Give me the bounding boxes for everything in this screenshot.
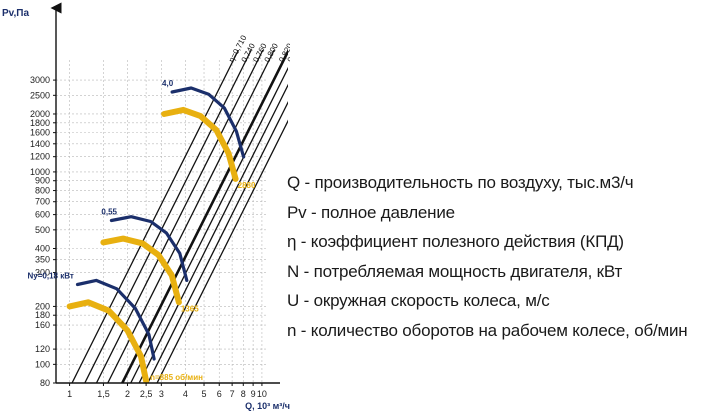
power-band [170, 86, 246, 159]
efficiency-line [156, 119, 288, 384]
efficiency-line [147, 100, 288, 384]
axes: 8010012016018020030035040050060070080090… [30, 2, 280, 399]
efficiency-line [95, 50, 264, 384]
x-tick-label: 3 [159, 389, 164, 399]
x-tick-label: 2,5 [140, 389, 153, 399]
legend-item-n-power: N - потребляемая мощность двигателя, кВт [287, 261, 623, 281]
speed-curve [161, 106, 239, 182]
efficiency-line [121, 50, 288, 384]
y-tick-label: 1200 [30, 152, 50, 162]
x-tick-label: 5 [202, 389, 207, 399]
legend-item-u: U - окружная скорость колеса, м/с [287, 291, 550, 310]
y-tick-label: 1600 [30, 128, 50, 138]
y-axis-label: Pv,Па [2, 8, 29, 19]
legend-item-q: Q - производительность по воздуху, тыс.м… [287, 173, 634, 192]
x-tick-label: 1,5 [97, 389, 110, 399]
x-tick-label: 6 [217, 389, 222, 399]
y-tick-label: 300 [35, 268, 50, 278]
efficiency-line [138, 83, 288, 384]
y-tick-label: 160 [35, 320, 50, 330]
power-label: 4,0 [162, 79, 174, 88]
speed-curve-label: 1365 [181, 304, 199, 313]
fan-performance-chart: 8010012016018020030035040050060070080090… [2, 2, 290, 411]
efficiency-line [71, 50, 240, 384]
x-axis-label: Q, 10³ м³/ч [245, 401, 290, 411]
y-tick-label: 2500 [30, 90, 50, 100]
y-tick-label: 80 [40, 378, 50, 388]
y-tick-label: 600 [35, 210, 50, 220]
speed-curve [100, 235, 182, 306]
power-label: Ny=0,18 кВт [28, 271, 74, 280]
x-tick-label: 9 [251, 389, 256, 399]
x-tick-label: 7 [230, 389, 235, 399]
y-tick-label: 700 [35, 197, 50, 207]
y-tick-label: 500 [35, 225, 50, 235]
efficiency-line [107, 50, 275, 384]
speed-curve [66, 299, 150, 384]
y-tick-label: 900 [35, 176, 50, 186]
speed-curve-label: 2880 [238, 181, 256, 190]
y-tick-label: 400 [35, 243, 50, 253]
x-tick-label: 1 [67, 389, 72, 399]
legend-item-eta: η - коэффициент полезного действия (КПД) [287, 232, 624, 251]
y-tick-label: 1000 [30, 167, 50, 177]
legend-item-n-speed: n - количество оборотов на рабочем колес… [287, 320, 688, 340]
y-tick-label: 100 [35, 359, 50, 369]
x-tick-label: 10 [257, 389, 267, 399]
efficiency-line [130, 66, 288, 384]
grid-lines [56, 60, 266, 384]
legend: Q - производительность по воздуху, тыс.м… [287, 168, 707, 345]
legend-item-pv: Pv - полное давление [287, 202, 455, 222]
speed-curve-label: n=885 об/мин [150, 373, 203, 382]
y-tick-label: 800 [35, 186, 50, 196]
power-band [75, 278, 156, 361]
y-tick-label: 2000 [30, 109, 50, 119]
y-tick-label: 1800 [30, 118, 50, 128]
y-tick-label: 200 [35, 301, 50, 311]
power-band [109, 215, 189, 282]
power-label: 0,55 [101, 208, 117, 217]
y-tick-label: 350 [35, 255, 50, 265]
y-tick-label: 1400 [30, 139, 50, 149]
x-tick-label: 4 [183, 389, 188, 399]
x-tick-label: 8 [241, 389, 246, 399]
y-tick-label: 3000 [30, 75, 50, 85]
x-tick-label: 2 [125, 389, 130, 399]
y-tick-label: 120 [35, 344, 50, 354]
y-tick-label: 180 [35, 310, 50, 320]
